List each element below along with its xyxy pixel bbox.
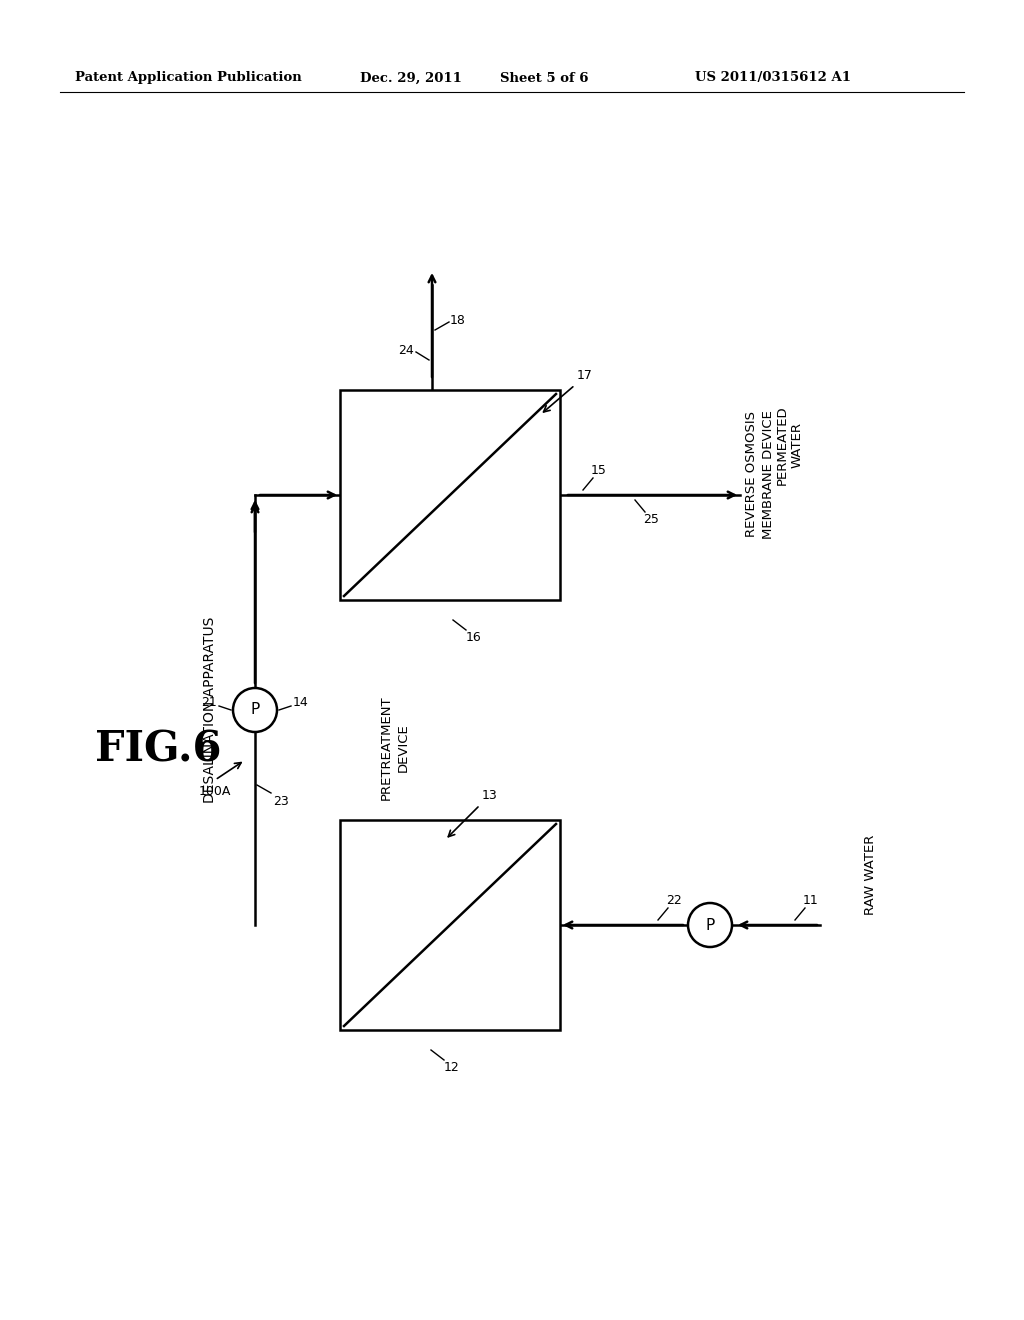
Text: 16: 16 <box>466 631 481 644</box>
Text: PERMEATED
WATER: PERMEATED WATER <box>776 405 804 484</box>
Text: REVERSE OSMOSIS
MEMBRANE DEVICE: REVERSE OSMOSIS MEMBRANE DEVICE <box>745 411 775 539</box>
Text: 13: 13 <box>482 789 498 803</box>
Text: P: P <box>251 702 260 718</box>
Bar <box>340 820 560 1030</box>
Text: FIG.6: FIG.6 <box>95 729 221 771</box>
Circle shape <box>233 688 278 733</box>
Text: 24: 24 <box>398 343 414 356</box>
Text: US 2011/0315612 A1: US 2011/0315612 A1 <box>695 71 851 84</box>
Text: Dec. 29, 2011: Dec. 29, 2011 <box>360 71 462 84</box>
Text: 25: 25 <box>643 513 658 525</box>
Text: PRETREATMENT
DEVICE: PRETREATMENT DEVICE <box>380 696 410 800</box>
Text: 22: 22 <box>666 894 682 907</box>
Text: DESALINATION APPARATUS: DESALINATION APPARATUS <box>203 616 217 803</box>
Text: P: P <box>706 917 715 932</box>
Text: RAW WATER: RAW WATER <box>863 834 877 915</box>
Text: Patent Application Publication: Patent Application Publication <box>75 71 302 84</box>
Text: 11: 11 <box>803 894 819 907</box>
Text: 21: 21 <box>202 696 217 709</box>
Text: 15: 15 <box>591 465 607 477</box>
Text: 12: 12 <box>444 1061 460 1074</box>
Text: Sheet 5 of 6: Sheet 5 of 6 <box>500 71 589 84</box>
Circle shape <box>688 903 732 946</box>
Text: 18: 18 <box>450 314 466 326</box>
Bar <box>340 389 560 601</box>
Text: 100A: 100A <box>199 785 231 799</box>
Text: 17: 17 <box>577 370 593 381</box>
Text: 14: 14 <box>293 696 309 709</box>
Text: 23: 23 <box>273 795 289 808</box>
